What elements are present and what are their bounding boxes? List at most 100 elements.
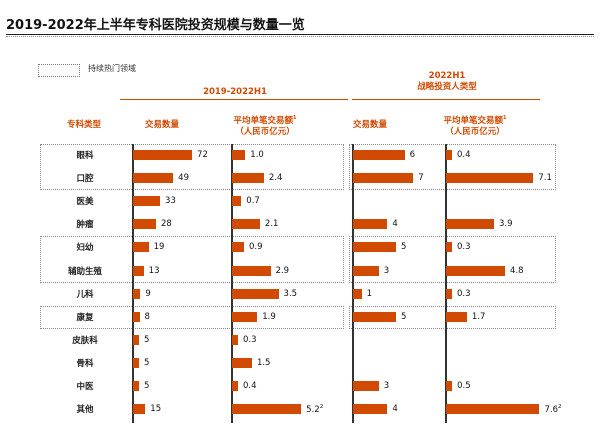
- column-header-avg-1: 平均单笔交易额1 （人民币亿元）: [220, 113, 310, 138]
- avg-1-title: 平均单笔交易额: [233, 115, 294, 126]
- title-dotted-rule: [6, 36, 594, 37]
- value-label-series-2: 2.9: [275, 265, 290, 276]
- bar-series-1: [133, 173, 174, 184]
- bar-series-1: [133, 381, 139, 391]
- value-label-series-2: 3.5: [283, 288, 298, 299]
- value-label-series-1: 9: [145, 288, 151, 299]
- avg-1-note: 1: [293, 115, 297, 121]
- highlight-box-left: [40, 236, 344, 283]
- value-label-series-1: 5: [144, 381, 150, 391]
- bar-series-4: [446, 242, 452, 253]
- value-label-series-4: 3.9: [498, 219, 513, 230]
- category-label: 肿瘤: [76, 220, 94, 231]
- value-label-series-3: 4: [392, 219, 398, 230]
- value-label-series-2: 0.4: [243, 381, 257, 391]
- legend-label: 持续热门领域: [88, 64, 136, 73]
- value-label-series-1: 8: [144, 311, 150, 322]
- bar-series-3: [353, 381, 379, 391]
- value-label-series-1: 13: [148, 265, 160, 276]
- category-label: 口腔: [76, 174, 94, 185]
- bar-series-4: [446, 311, 467, 322]
- highlight-box-right: [349, 305, 556, 329]
- bar-series-2: [232, 288, 279, 299]
- value-label-series-4: 0.3: [457, 242, 471, 253]
- value-label-series-2: 1.0: [250, 150, 264, 160]
- category-label: 辅助生殖: [67, 266, 102, 277]
- column-header-count-2: 交易数量: [352, 120, 387, 130]
- bar-series-2: [232, 219, 260, 230]
- category-label: 骨科: [76, 358, 94, 369]
- column-header-avg-2: 平均单笔交易额1 （人民币亿元）: [430, 113, 520, 138]
- bar-series-1: [133, 242, 149, 253]
- bar-series-1: [133, 334, 139, 345]
- bar-series-2: [232, 381, 238, 391]
- avg-2-note: 1: [503, 115, 507, 121]
- category-label: 康复: [76, 312, 94, 323]
- value-label-series-3: 4: [392, 404, 398, 415]
- avg-1-unit: （人民币亿元）: [235, 126, 295, 137]
- column-header-category: 专科类型: [66, 120, 101, 130]
- page-title: 2019-2022年上半年专科医院投资规模与数量一览: [6, 18, 305, 33]
- bar-series-3: [353, 288, 362, 299]
- value-label-series-1: 15: [150, 404, 162, 415]
- category-label: 其他: [76, 405, 94, 416]
- avg-2-title: 平均单笔交易额: [443, 115, 504, 126]
- bar-series-1: [133, 265, 144, 276]
- bar-series-4: [446, 265, 506, 276]
- category-label: 眼科: [76, 151, 94, 161]
- bar-series-3: [353, 404, 388, 415]
- value-label-series-1: 5: [144, 357, 150, 368]
- value-label-series-1: 5: [144, 334, 150, 345]
- value-label-series-1: 19: [153, 242, 165, 253]
- value-label-series-4: 4.8: [510, 265, 524, 276]
- value-label-series-3: 5: [401, 311, 407, 322]
- column-header-count-1: 交易数量: [144, 120, 179, 130]
- highlight-box-left: [40, 305, 344, 329]
- highlight-box-right: [349, 144, 556, 191]
- value-label-series-3: 1: [366, 288, 373, 299]
- bar-series-2: [232, 150, 246, 160]
- axis-line-2: [231, 144, 233, 424]
- value-label-series-4: 7.1: [538, 173, 552, 184]
- bar-series-2: [232, 334, 238, 345]
- group-header-2022h1: 2022H1 战略投资人类型: [352, 71, 542, 93]
- value-label-series-2: 5.22: [306, 404, 324, 415]
- title-rule: [6, 34, 594, 35]
- bar-series-1: [133, 311, 140, 322]
- bar-series-3: [353, 242, 396, 253]
- value-label-series-4: 0.4: [457, 150, 471, 160]
- axis-line-1: [132, 144, 134, 424]
- group-rule-2019-2022: [120, 99, 348, 100]
- value-label-series-2: 0.3: [243, 334, 257, 345]
- bar-series-4: [446, 404, 540, 415]
- axis-line-4: [445, 144, 447, 424]
- value-label-series-1: 72: [197, 150, 208, 160]
- bar-series-1: [133, 219, 156, 230]
- category-label: 妇幼: [76, 243, 94, 254]
- value-footnote: 2: [558, 404, 562, 411]
- value-label-series-3: 6: [409, 150, 416, 160]
- category-label: 医美: [76, 197, 94, 208]
- bar-series-3: [353, 219, 388, 230]
- bar-series-1: [133, 196, 161, 207]
- highlight-box-left: [40, 144, 344, 191]
- bar-series-2: [232, 311, 258, 322]
- bar-series-2: [232, 173, 264, 184]
- bar-series-4: [446, 219, 494, 230]
- bar-series-1: [133, 404, 146, 415]
- value-label-series-4: 0.5: [457, 381, 471, 391]
- bar-series-4: [446, 150, 452, 160]
- legend-highlight-swatch: [38, 64, 80, 77]
- bar-series-3: [353, 173, 414, 184]
- highlight-box-right: [349, 236, 556, 283]
- value-label-series-1: 33: [165, 196, 176, 207]
- value-label-series-3: 3: [383, 381, 390, 391]
- group-header-2022h1-line1: 2022H1: [428, 71, 466, 81]
- value-label-series-2: 2.1: [264, 219, 279, 230]
- group-rule-2022h1: [352, 99, 540, 100]
- category-label: 儿科: [76, 289, 94, 300]
- value-label-series-4: 1.7: [471, 311, 486, 322]
- value-label-series-2: 0.7: [246, 196, 260, 207]
- value-label-series-4: 7.62: [544, 404, 562, 415]
- value-label-series-2: 1.5: [256, 357, 271, 368]
